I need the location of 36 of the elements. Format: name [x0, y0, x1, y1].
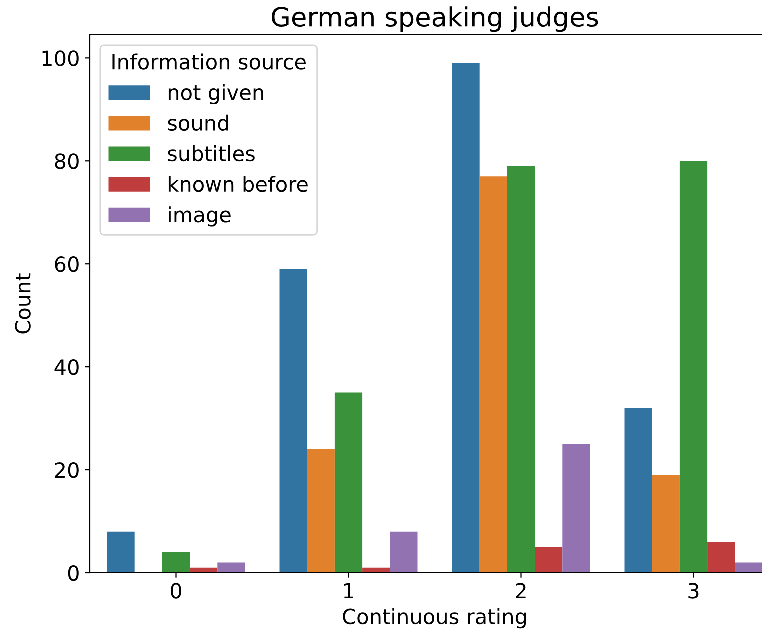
y-tick-label: 0: [68, 565, 79, 582]
bar: [562, 444, 590, 573]
bar: [452, 63, 480, 573]
x-tick-label: 1: [344, 583, 354, 599]
x-tick-label: 0: [170, 583, 182, 599]
legend-label: sound: [168, 114, 228, 132]
bar: [535, 547, 563, 573]
legend-label: not given: [168, 84, 264, 104]
bar: [390, 532, 418, 573]
bar: [107, 532, 135, 573]
bar: [652, 475, 680, 573]
legend-title: Information source: [112, 54, 306, 70]
bar: [680, 161, 708, 573]
bar: [334, 392, 363, 573]
y-tick-label: 20: [55, 462, 79, 478]
x-tick-label: 3: [688, 583, 699, 599]
y-tick-label: 80: [55, 154, 79, 170]
bar: [735, 562, 762, 573]
bar: [480, 176, 508, 573]
x-axis-title: Continuous rating: [343, 608, 526, 629]
legend-label: image: [169, 206, 231, 227]
legend-label: subtitles: [168, 145, 255, 162]
bar: [507, 166, 536, 573]
legend-label: known before: [168, 176, 308, 192]
y-axis-title: Count: [15, 274, 31, 334]
y-tick-label: 40: [54, 360, 79, 376]
chart-title: German speaking judges: [272, 6, 598, 32]
x-tick-label: 2: [516, 583, 526, 599]
bar: [307, 449, 335, 573]
bar: [280, 269, 308, 573]
bar: [708, 542, 736, 573]
y-tick-label: 60: [55, 256, 79, 272]
bar: [218, 562, 246, 573]
y-tick-label: 100: [42, 50, 79, 66]
bar: [624, 408, 652, 573]
bar: [162, 552, 190, 573]
